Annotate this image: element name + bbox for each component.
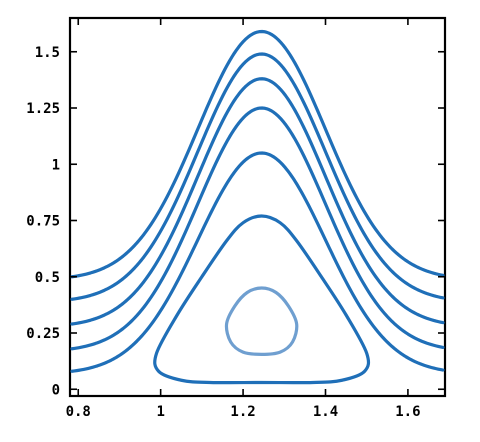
open-contour-5 [70, 151, 445, 373]
open-contour-2 [70, 52, 445, 301]
closed-contour-1 [153, 214, 371, 385]
x-tick-label: 1.6 [395, 404, 420, 420]
plot-frame [68, 16, 447, 398]
open-contour-3 [70, 77, 445, 326]
y-tick-label: 0 [52, 382, 60, 398]
y-tick-label: 0.25 [26, 326, 60, 342]
contour-lines [70, 29, 445, 385]
y-axis-tick-labels: 0 0.25 0.5 0.75 1 1.25 1.5 [26, 45, 60, 399]
open-contour-1 [70, 29, 445, 279]
x-tick-label: 0.8 [66, 404, 91, 420]
y-tick-label: 1.25 [26, 101, 60, 117]
y-tick-label: 1.5 [35, 45, 60, 61]
x-tick-label: 1 [156, 404, 164, 420]
closed-contour-2 [224, 286, 299, 356]
y-tick-label: 1 [52, 157, 60, 173]
y-tick-label: 0.75 [26, 214, 60, 230]
axis-ticks [70, 18, 445, 396]
x-tick-label: 1.4 [313, 404, 338, 420]
open-contour-4 [70, 106, 445, 351]
y-tick-label: 0.5 [35, 270, 60, 286]
x-axis-tick-labels: 0.8 1 1.2 1.4 1.6 [66, 404, 421, 420]
x-tick-label: 1.2 [230, 404, 255, 420]
